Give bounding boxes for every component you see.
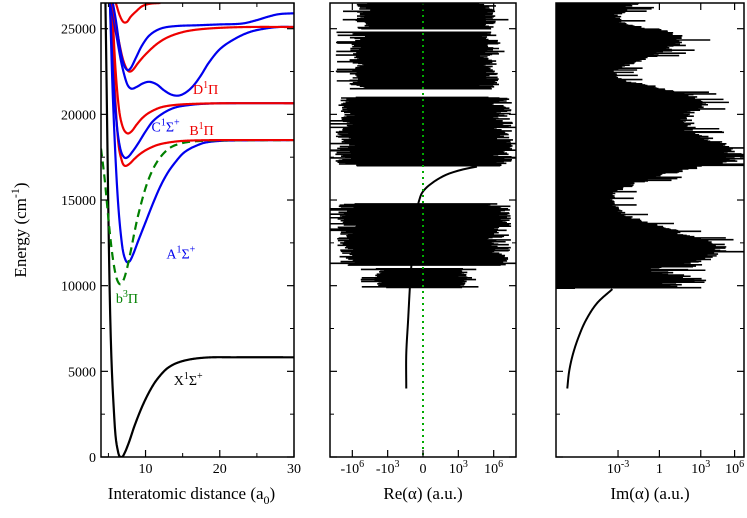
- real-axis-ticks: -106 -103 0 103 106: [330, 3, 516, 477]
- potential-curves: [101, 3, 294, 457]
- curve-d1pi: [111, 3, 294, 135]
- curve-x1sigma-: [104, 3, 294, 457]
- curve-b1pi: [110, 3, 294, 168]
- state-label-a1: A1Σ+: [166, 244, 195, 262]
- state-labels: X1Σ+ A1Σ+ b3Π B1Π C1Σ+ D1Π: [116, 80, 218, 389]
- curve-b3pi: [101, 138, 294, 286]
- curve-upper-3: [111, 3, 294, 72]
- real-x-tick-label: -106: [340, 459, 364, 477]
- state-label-x1: X1Σ+: [174, 371, 203, 389]
- curve-a1sigma-: [108, 3, 294, 264]
- real-x-tick-label: 103: [449, 459, 468, 477]
- y-tick-label: 25000: [61, 23, 96, 38]
- state-label-c1: C1Σ+: [151, 117, 180, 135]
- imag-x-tick-label: 10-3: [607, 459, 629, 477]
- real-polarizability-marks: [330, 3, 516, 457]
- panel-imag-frame: [555, 2, 745, 458]
- y-tick-label: 10000: [61, 280, 96, 295]
- y-tick-label: 20000: [61, 108, 96, 123]
- real-x-tick-label: 0: [420, 462, 427, 477]
- y-tick-label: 15000: [61, 194, 96, 209]
- real-x-tick-label: -103: [376, 459, 400, 477]
- imag-x-tick-label: 103: [691, 459, 710, 477]
- curve-upper-2: [111, 3, 294, 73]
- x-tick-label: 10: [139, 462, 153, 477]
- y-axis-label: Energy (cm-1): [8, 182, 30, 277]
- panel-potential-curves: 0 5000 10000 15000 20000 25000 10 20 30 X1Σ+ A1Σ+…: [8, 2, 301, 507]
- y-tick-label: 5000: [68, 365, 96, 380]
- state-label-b3: b3Π: [116, 289, 138, 307]
- imag-x-tick-label: 1: [656, 462, 663, 477]
- curve-upper-1: [109, 3, 294, 97]
- imag-x-axis-label: Im(α) (a.u.): [610, 484, 689, 503]
- imag-polarizability-marks: [556, 3, 744, 389]
- x-tick-label: 30: [287, 462, 301, 477]
- real-x-axis-label: Re(α) (a.u.): [383, 484, 462, 503]
- imag-background-curve: [566, 288, 614, 389]
- panel-potential-frame: [100, 2, 295, 458]
- imag-axis-ticks: 10-3 1 103 106: [556, 3, 744, 477]
- panel-imag-polarizability: 10-3 1 103 106 Im(α) (a.u.): [555, 2, 745, 503]
- state-label-b1: B1Π: [189, 121, 213, 139]
- x-axis-label: Interatomic distance (a0): [108, 484, 275, 507]
- real-background-curve: [405, 165, 478, 389]
- x-tick-label: 20: [213, 462, 227, 477]
- y-tick-label: 0: [89, 451, 96, 466]
- state-label-d1: D1Π: [193, 80, 218, 98]
- real-x-tick-label: 106: [484, 459, 503, 477]
- imag-resonance-bars: [556, 3, 744, 290]
- panel-real-polarizability: -106 -103 0 103 106 Re(α) (a.u.): [329, 2, 517, 503]
- potential-axis-ticks: 0 5000 10000 15000 20000 25000 10 20 30: [61, 3, 301, 477]
- curve-upper-4: [114, 3, 161, 24]
- imag-x-tick-label: 106: [725, 459, 744, 477]
